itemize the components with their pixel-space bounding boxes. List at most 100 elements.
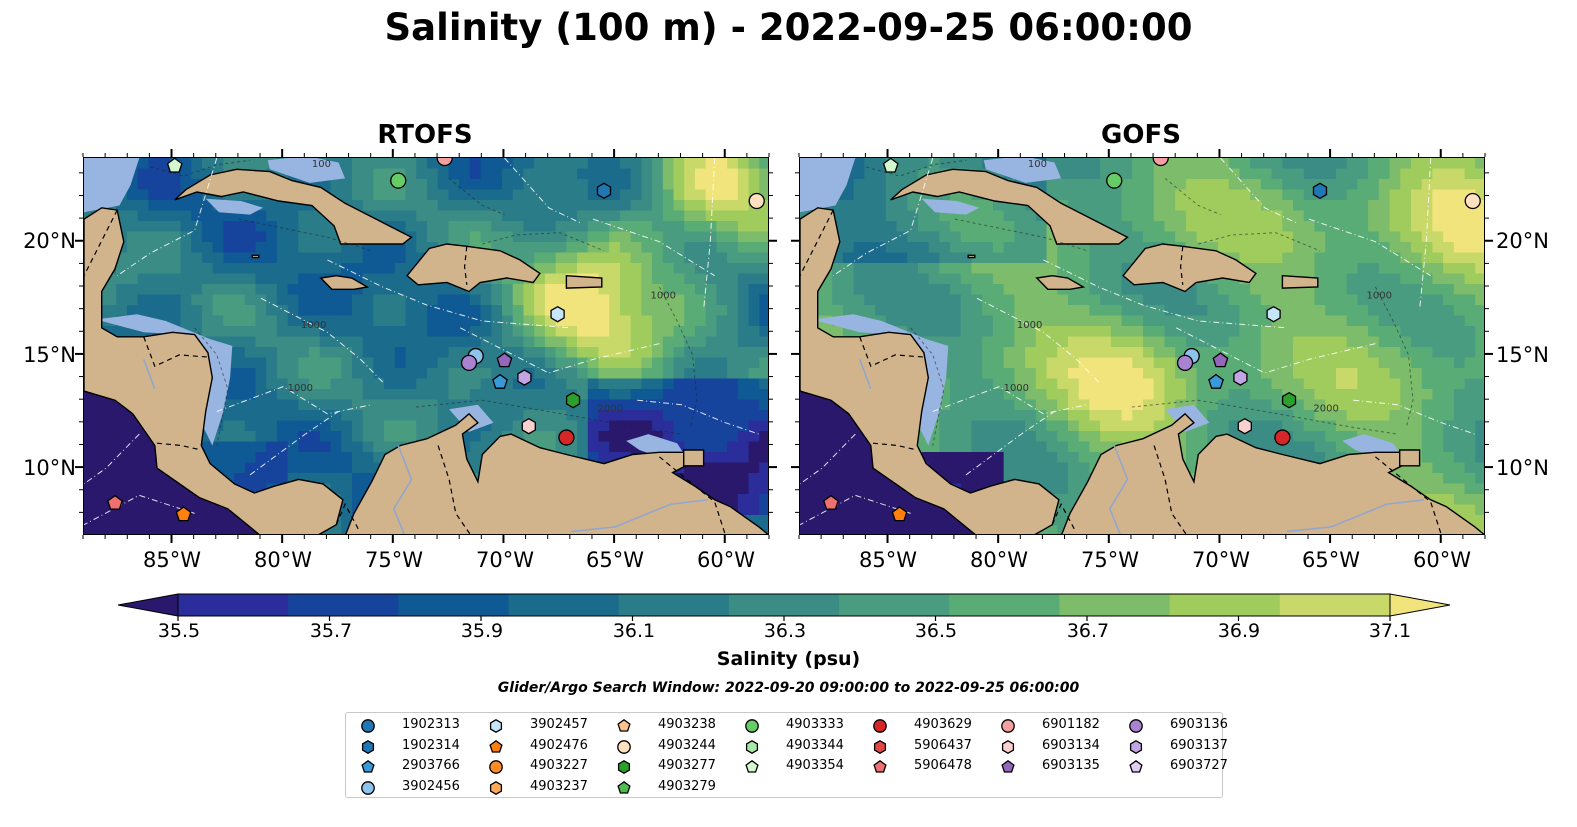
circle-marker-icon [745, 719, 759, 733]
contour-label: 2000 [597, 404, 622, 415]
hexagon-marker-icon [489, 780, 503, 795]
figure-title: Salinity (100 m) - 2022-09-25 06:00:00 [384, 6, 1193, 49]
lon-label-80w-b: 80°W [970, 548, 1028, 572]
contour-label: 1000 [1017, 320, 1042, 331]
colorbar-tick: 36.3 [763, 620, 807, 642]
contour-label: 1000 [1004, 383, 1029, 394]
legend-label: 6903727 [1170, 758, 1228, 773]
pentagon-marker-icon [617, 780, 631, 794]
gofs-map: 1000 1000 1000 2000 100 [799, 157, 1485, 535]
lon-label-65w-b: 65°W [1302, 548, 1360, 572]
float-marker-4903277 [565, 391, 581, 409]
legend-label: 4903354 [786, 758, 844, 773]
rtofs-map: 1000 1000 1000 2000 100 [83, 157, 769, 535]
contour-label: 2000 [1313, 404, 1338, 415]
float-marker-5906478 [107, 494, 123, 510]
float-marker-6903137 [517, 369, 532, 386]
legend-label: 6903136 [1170, 717, 1228, 732]
contour-label: 100 [1028, 159, 1047, 170]
legend-label: 1902314 [402, 737, 460, 753]
float-marker-4903629 [1274, 429, 1291, 446]
legend-label: 1902313 [402, 717, 460, 732]
panel-title-rtofs: RTOFS [377, 120, 473, 150]
legend-label: 4903227 [530, 758, 588, 773]
lon-label-70w-a: 70°W [476, 548, 534, 572]
pentagon-marker-icon [361, 759, 375, 773]
lon-label-60w-b: 60°W [1413, 548, 1471, 572]
float-marker-3902457 [550, 305, 565, 323]
legend-label: 6903135 [1042, 758, 1100, 773]
legend-label: 4903244 [658, 737, 716, 753]
hexagon-marker-icon [1001, 739, 1015, 754]
contour-label: 1000 [651, 290, 676, 301]
lat-label-15n-right: 15°N [1496, 343, 1549, 367]
float-marker-2903766 [1208, 373, 1224, 389]
pentagon-marker-icon [745, 759, 759, 773]
legend-label: 5906437 [914, 737, 972, 753]
lon-label-75w-b: 75°W [1081, 548, 1139, 572]
contour-label: 1000 [1367, 290, 1392, 301]
lat-label-20n-right: 20°N [1496, 229, 1549, 253]
float-marker-4903277 [1281, 391, 1297, 409]
legend-label: 2903766 [402, 758, 460, 773]
lat-label-10n-right: 10°N [1496, 456, 1549, 480]
lat-label-15n-left: 15°N [23, 343, 76, 367]
colorbar-tick: 36.7 [1066, 620, 1110, 642]
float-marker-6903134 [1237, 417, 1252, 435]
hexagon-marker-icon [617, 760, 631, 774]
float-marker-6903134 [521, 417, 536, 435]
float-marker-4903354 [166, 158, 183, 173]
legend-label: 3902457 [530, 717, 588, 732]
pentagon-marker-icon [489, 739, 503, 753]
hexagon-marker-icon [745, 739, 759, 754]
float-marker-6903135 [496, 352, 513, 368]
colorbar-tick: 36.1 [612, 620, 656, 642]
colorbar-tick: 35.7 [309, 620, 353, 642]
float-marker-6903136 [460, 354, 478, 371]
hexagon-marker-icon [489, 719, 503, 733]
lon-label-85w-a: 85°W [143, 548, 201, 572]
float-marker-6903135 [1212, 352, 1229, 368]
colorbar-tick: 37.1 [1368, 620, 1412, 642]
hexagon-marker-icon [873, 739, 887, 754]
float-marker-5906478 [823, 494, 839, 510]
legend-label: 4903333 [786, 717, 844, 732]
lat-label-10n-left: 10°N [23, 456, 76, 480]
legend-label: 4903237 [530, 778, 588, 794]
float-marker-3902457 [1266, 305, 1281, 323]
float-marker-2903766 [492, 373, 508, 389]
circle-marker-icon [489, 760, 503, 774]
pentagon-marker-icon [1001, 759, 1015, 773]
lon-label-85w-b: 85°W [859, 548, 917, 572]
float-marker-4903333 [390, 172, 407, 189]
float-legend: 1902313 1902314 2903766 3902456 3902457 49024… [345, 712, 1228, 798]
legend-label: 5906478 [914, 758, 972, 773]
float-marker-4903629 [558, 429, 575, 446]
circle-marker-icon [1001, 719, 1015, 733]
circle-marker-icon [361, 780, 375, 795]
lon-label-80w-a: 80°W [254, 548, 312, 572]
float-marker-4902476 [175, 506, 192, 522]
lat-label-20n-left: 20°N [23, 229, 76, 253]
colorbar-label: Salinity (psu) [716, 648, 861, 670]
float-marker-4903244 [1464, 192, 1481, 210]
float-marker-4903333 [1106, 172, 1123, 189]
legend-label: 4903629 [914, 717, 972, 732]
float-marker-4903354 [882, 158, 899, 173]
float-marker-4903244 [748, 192, 765, 210]
circle-marker-icon [1129, 719, 1143, 733]
colorbar-tick: 36.9 [1217, 620, 1261, 642]
panel-title-gofs: GOFS [1101, 120, 1181, 150]
colorbar-tick: 36.5 [914, 620, 958, 642]
legend-label: 6903137 [1170, 737, 1228, 753]
legend-label: 4903279 [658, 778, 716, 794]
circle-marker-icon [617, 739, 631, 754]
pentagon-marker-icon [873, 759, 887, 773]
legend-label: 3902456 [402, 778, 460, 794]
float-marker-6901182 [436, 158, 453, 167]
contour-label: 1000 [301, 320, 326, 331]
lon-label-75w-a: 75°W [365, 548, 423, 572]
legend-label: 6901182 [1042, 717, 1100, 732]
hexagon-marker-icon [361, 739, 375, 754]
colorbar-tick: 35.5 [157, 620, 201, 642]
